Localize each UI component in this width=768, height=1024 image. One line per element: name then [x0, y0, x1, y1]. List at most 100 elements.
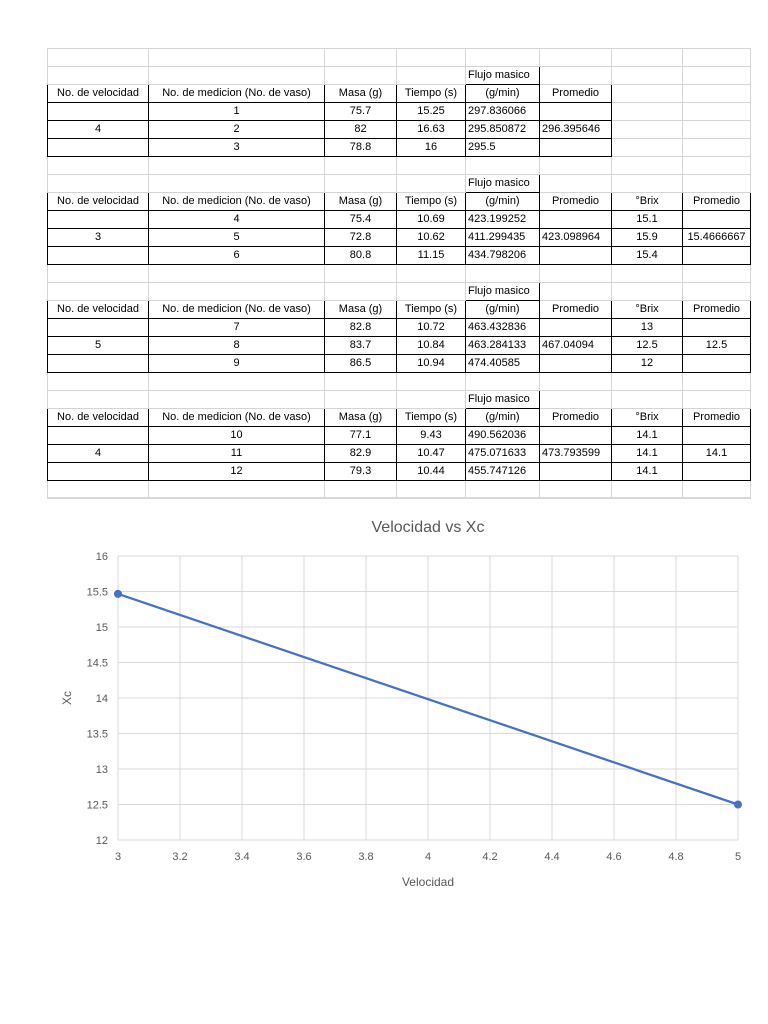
table-cell[interactable]: [148, 156, 325, 175]
table-cell[interactable]: [47, 462, 149, 481]
table-cell[interactable]: No. de velocidad: [47, 192, 149, 211]
table-cell[interactable]: 7: [148, 318, 325, 337]
table-cell[interactable]: 296.395646: [539, 120, 612, 139]
table-cell[interactable]: (g/min): [465, 84, 540, 103]
table-cell[interactable]: [539, 372, 612, 391]
table-cell[interactable]: 79.3: [324, 462, 397, 481]
table-cell[interactable]: 16.63: [396, 120, 466, 139]
table-cell[interactable]: 10: [148, 426, 325, 445]
table-cell[interactable]: [148, 264, 325, 283]
table-cell[interactable]: 473.793599: [539, 444, 612, 463]
table-cell[interactable]: 80.8: [324, 246, 397, 265]
table-cell[interactable]: Flujo masico: [465, 282, 540, 301]
table-cell[interactable]: [539, 480, 612, 499]
table-cell[interactable]: [539, 318, 612, 337]
table-cell[interactable]: 1: [148, 102, 325, 121]
table-cell[interactable]: 10.94: [396, 354, 466, 373]
table-cell[interactable]: [539, 66, 612, 85]
table-cell[interactable]: 5: [47, 336, 149, 355]
table-cell[interactable]: 10.69: [396, 210, 466, 229]
table-cell[interactable]: [682, 156, 751, 175]
table-cell[interactable]: [539, 174, 612, 193]
table-cell[interactable]: [539, 282, 612, 301]
table-cell[interactable]: [682, 354, 751, 373]
table-cell[interactable]: Tiempo (s): [396, 408, 466, 427]
table-cell[interactable]: 6: [148, 246, 325, 265]
table-cell[interactable]: [682, 246, 751, 265]
table-cell[interactable]: [47, 372, 149, 391]
table-cell[interactable]: 75.4: [324, 210, 397, 229]
table-cell[interactable]: [324, 390, 397, 409]
table-cell[interactable]: 423.098964: [539, 228, 612, 247]
table-cell[interactable]: [47, 480, 149, 499]
table-cell[interactable]: Promedio: [682, 192, 751, 211]
table-cell[interactable]: [682, 174, 751, 193]
data-point[interactable]: [734, 800, 742, 809]
table-cell[interactable]: 78.8: [324, 138, 397, 157]
table-cell[interactable]: 10.62: [396, 228, 466, 247]
table-cell[interactable]: [324, 156, 397, 175]
table-cell[interactable]: 15.9: [611, 228, 683, 247]
table-cell[interactable]: Masa (g): [324, 84, 397, 103]
table-cell[interactable]: [539, 426, 612, 445]
table-cell[interactable]: [396, 264, 466, 283]
table-cell[interactable]: Flujo masico: [465, 66, 540, 85]
table-cell[interactable]: Flujo masico: [465, 390, 540, 409]
table-cell[interactable]: [539, 156, 612, 175]
table-cell[interactable]: [682, 120, 751, 139]
table-cell[interactable]: [539, 48, 612, 67]
table-cell[interactable]: 15.25: [396, 102, 466, 121]
table-cell[interactable]: [47, 138, 149, 157]
table-cell[interactable]: No. de velocidad: [47, 408, 149, 427]
table-cell[interactable]: [682, 480, 751, 499]
table-cell[interactable]: °Brix: [611, 300, 683, 319]
table-cell[interactable]: 11: [148, 444, 325, 463]
table-cell[interactable]: [611, 372, 683, 391]
table-cell[interactable]: [324, 282, 397, 301]
table-cell[interactable]: [148, 372, 325, 391]
table-cell[interactable]: Promedio: [539, 300, 612, 319]
table-cell[interactable]: 4: [148, 210, 325, 229]
table-cell[interactable]: 82.9: [324, 444, 397, 463]
table-cell[interactable]: 455.747126: [465, 462, 540, 481]
table-cell[interactable]: 411.299435: [465, 228, 540, 247]
table-cell[interactable]: No. de medicion (No. de vaso): [148, 408, 325, 427]
table-cell[interactable]: [465, 264, 540, 283]
table-cell[interactable]: [465, 48, 540, 67]
table-cell[interactable]: 16: [396, 138, 466, 157]
data-point[interactable]: [114, 589, 122, 598]
table-cell[interactable]: Flujo masico: [465, 174, 540, 193]
table-cell[interactable]: [611, 282, 683, 301]
table-cell[interactable]: [47, 390, 149, 409]
table-cell[interactable]: Promedio: [682, 300, 751, 319]
table-cell[interactable]: [47, 102, 149, 121]
table-cell[interactable]: [611, 84, 683, 103]
table-cell[interactable]: 77.1: [324, 426, 397, 445]
table-cell[interactable]: No. de velocidad: [47, 300, 149, 319]
table-cell[interactable]: 12: [148, 462, 325, 481]
table-cell[interactable]: Tiempo (s): [396, 84, 466, 103]
table-cell[interactable]: No. de velocidad: [47, 84, 149, 103]
table-cell[interactable]: Masa (g): [324, 192, 397, 211]
table-cell[interactable]: 10.84: [396, 336, 466, 355]
table-cell[interactable]: [611, 138, 683, 157]
table-cell[interactable]: [324, 48, 397, 67]
table-cell[interactable]: 3: [47, 228, 149, 247]
table-cell[interactable]: 10.44: [396, 462, 466, 481]
table-cell[interactable]: Masa (g): [324, 300, 397, 319]
table-cell[interactable]: 82.8: [324, 318, 397, 337]
table-cell[interactable]: [539, 462, 612, 481]
table-cell[interactable]: [396, 48, 466, 67]
table-cell[interactable]: 474.40585: [465, 354, 540, 373]
table-cell[interactable]: 13: [611, 318, 683, 337]
table-cell[interactable]: [396, 282, 466, 301]
table-cell[interactable]: 12.5: [682, 336, 751, 355]
table-cell[interactable]: [148, 390, 325, 409]
table-cell[interactable]: [611, 390, 683, 409]
table-cell[interactable]: 83.7: [324, 336, 397, 355]
table-cell[interactable]: 9.43: [396, 426, 466, 445]
table-cell[interactable]: [682, 264, 751, 283]
table-cell[interactable]: [148, 66, 325, 85]
table-cell[interactable]: (g/min): [465, 300, 540, 319]
table-cell[interactable]: Promedio: [539, 84, 612, 103]
